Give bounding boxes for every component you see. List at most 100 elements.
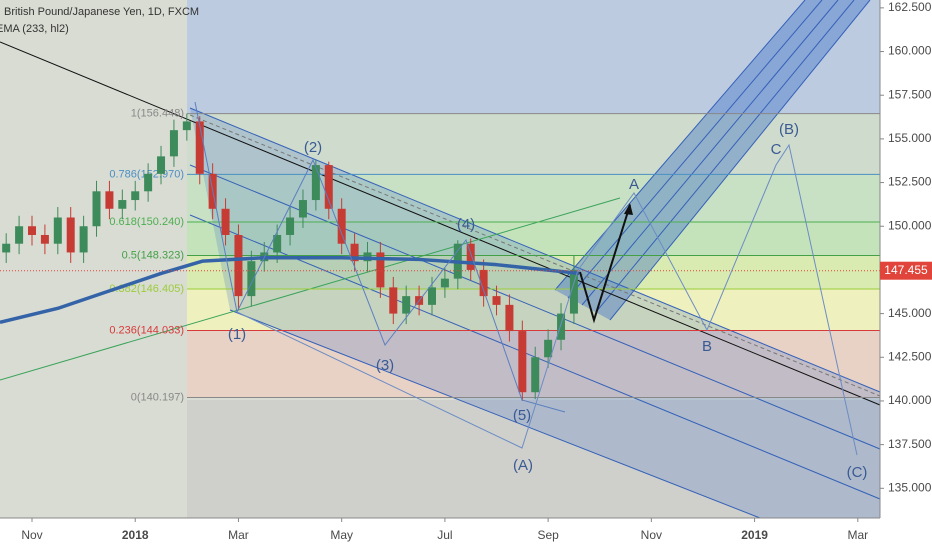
candle-body	[273, 234, 282, 253]
candle-body	[428, 287, 436, 305]
wave-label: B	[702, 338, 712, 355]
last-price-label: 147.455	[884, 263, 928, 277]
candle-body	[157, 156, 166, 174]
candle-body	[440, 278, 449, 288]
x-tick-label: Jul	[437, 528, 452, 542]
channel-line	[581, 0, 839, 306]
x-tick-label: Sep	[537, 528, 559, 542]
trend-line	[0, 41, 881, 406]
candle-body	[479, 269, 488, 297]
channel-line	[229, 309, 761, 519]
channel-line	[595, 0, 855, 313]
wave-label: (B)	[779, 121, 799, 138]
fib-band	[187, 289, 880, 331]
candle-body	[544, 339, 553, 358]
candle-body	[350, 243, 359, 262]
candle-body	[66, 217, 75, 253]
y-tick-label: 157.500	[888, 87, 932, 101]
candle-body	[131, 191, 140, 201]
y-tick-label: 142.500	[888, 349, 932, 363]
x-tick-label: May	[330, 528, 353, 542]
channel-line	[567, 0, 823, 299]
candle-body	[557, 313, 566, 340]
x-tick-label: Mar	[228, 528, 249, 542]
candle-body	[376, 252, 385, 288]
candle-body	[311, 165, 320, 201]
fib-band	[187, 113, 880, 175]
channel-line	[609, 0, 871, 321]
chart-title: British Pound/Japanese Yen, 1D, FXCM	[4, 6, 199, 18]
candle-body	[324, 165, 333, 209]
fib-label: 0(140.197)	[131, 391, 184, 403]
candle-body	[79, 226, 88, 253]
candle-body	[286, 217, 295, 235]
candle-body	[182, 121, 191, 131]
wave-label: (3)	[376, 357, 394, 374]
fib-label: 0.236(144.033)	[109, 324, 184, 336]
y-tick-label: 152.500	[888, 175, 932, 189]
x-tick-label: Nov	[21, 528, 42, 542]
candle-body	[53, 217, 62, 244]
wave-label: (5)	[513, 407, 531, 424]
y-tick-label: 160.000	[888, 44, 932, 58]
candle-body	[195, 121, 204, 174]
last-price-box	[880, 261, 932, 280]
descending-channel	[190, 108, 880, 518]
fib-label: 0.618(150.240)	[109, 216, 184, 228]
channel-line	[189, 107, 881, 393]
candle-body	[531, 357, 540, 393]
indicator-label: EMA (233, hl2)	[0, 23, 69, 35]
ema-line	[0, 255, 580, 325]
candle-body	[466, 243, 475, 270]
candle-body	[247, 261, 256, 297]
wave-label: (A)	[513, 457, 533, 474]
upper-zone	[187, 0, 880, 115]
x-tick-label: Mar	[847, 528, 868, 542]
y-tick-label: 155.000	[888, 131, 932, 145]
wave-label: (2)	[304, 139, 322, 156]
candle-body	[569, 269, 578, 314]
candle-body	[169, 130, 178, 157]
forecast-arrow	[579, 204, 631, 324]
fib-label: 0.5(148.323)	[122, 249, 184, 261]
candle-body	[492, 296, 501, 305]
candle-body	[118, 200, 127, 209]
x-tick-label: 2019	[741, 528, 768, 542]
wave-label: (C)	[847, 464, 868, 481]
candle-body	[505, 304, 514, 332]
projection-lines	[577, 143, 858, 456]
y-tick-label: 140.000	[888, 393, 932, 407]
candle-body	[402, 296, 411, 314]
wave-label: (4)	[457, 216, 475, 233]
candle-body	[105, 191, 114, 209]
wave-label: C	[771, 141, 782, 158]
candle-body	[389, 287, 398, 314]
time-axis	[0, 518, 932, 550]
x-tick-label: Nov	[641, 528, 662, 542]
candle-body	[221, 208, 230, 235]
y-tick-label: 137.500	[888, 437, 932, 451]
candle-body	[298, 200, 307, 218]
arrow-head	[624, 203, 633, 215]
candle-body	[234, 234, 243, 297]
candle-body	[28, 226, 36, 235]
rising-channel	[555, 0, 870, 320]
x-tick-label: 2018	[122, 528, 149, 542]
y-tick-label: 145.000	[888, 306, 932, 320]
lower-zone	[187, 400, 880, 518]
wave-label: (1)	[228, 326, 246, 343]
candle-body	[144, 173, 153, 192]
wave-label: A	[629, 176, 639, 193]
candle-body	[92, 191, 101, 227]
wave-lines	[236, 269, 579, 449]
candle-body	[337, 208, 346, 244]
candle-body	[15, 226, 24, 244]
candle-body	[518, 331, 527, 393]
channel-line	[554, 0, 806, 291]
candle-body	[40, 234, 49, 244]
y-tick-label: 135.000	[888, 480, 932, 494]
candle-body	[2, 243, 11, 253]
fib-label: 1(156.448)	[131, 107, 184, 119]
y-tick-label: 150.000	[888, 218, 932, 232]
